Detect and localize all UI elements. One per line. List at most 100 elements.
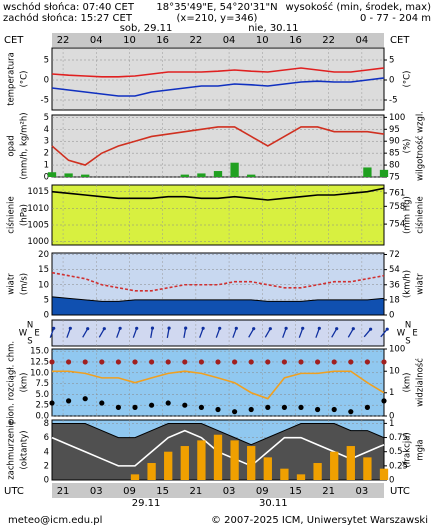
y-tick-label: 1005: [27, 221, 49, 231]
y-tick-label: 2: [44, 461, 49, 471]
wind-arrow: [49, 326, 56, 338]
utc-tick-label: 03: [355, 486, 368, 497]
sunset: zachód słońca: 15:27 CET: [3, 12, 133, 24]
bar: [130, 474, 140, 480]
arrow-head: [252, 327, 256, 331]
panel-background: [51, 184, 385, 246]
wind-arrow: [116, 326, 122, 338]
arrow-shaft: [183, 327, 187, 339]
cet-tick-label: 16: [289, 35, 302, 46]
dot: [215, 359, 221, 365]
y-tick-label: 7.5: [35, 379, 49, 389]
y2-tick-label: 0: [389, 76, 394, 86]
y-tick-label: 8: [44, 419, 49, 429]
dot: [281, 359, 287, 365]
y2-axis-label: (frakcja): [403, 432, 413, 468]
compass-letter: N: [27, 321, 33, 331]
utc-tick-label: 21: [189, 486, 202, 497]
y-tick-label: 10: [38, 280, 49, 290]
y-tick-label: 20: [38, 250, 49, 260]
cet-tick-label: 10: [123, 35, 136, 46]
y2-tick-label: 100: [389, 113, 405, 123]
wind-arrow: [82, 327, 90, 338]
utc-tick-label: 03: [223, 486, 236, 497]
dot: [149, 402, 155, 408]
y-tick-label: 3: [44, 137, 49, 147]
y2-tick-label: 1: [389, 388, 394, 398]
y2-tick-label: 5: [389, 56, 394, 66]
arrow-shaft: [150, 327, 154, 339]
coords: 18°35'49"E, 54°20'31"N: [156, 2, 277, 13]
dot: [132, 404, 138, 410]
arrow-head: [118, 326, 122, 330]
series-area: [51, 296, 385, 316]
bar: [147, 463, 156, 480]
wind-arrow: [166, 326, 171, 339]
series-line: [51, 126, 385, 166]
arrow-shaft: [264, 328, 271, 338]
y2-tick-label: 0.25: [389, 461, 408, 471]
dot: [364, 404, 370, 410]
copyright: © 2007-2025 ICM, Uniwersytet Warszawski: [211, 515, 428, 526]
panel-background: [51, 47, 385, 111]
y2-axis-label: (%): [403, 139, 413, 154]
y-tick-label: 2.5: [35, 401, 49, 411]
height: 0 - 77 - 204 m: [360, 13, 431, 24]
arrow-head: [317, 326, 321, 330]
y-axis-label: wiatr: [7, 273, 17, 295]
wind-arrow: [298, 326, 305, 338]
arrow-shaft: [66, 328, 71, 338]
arrow-head: [167, 326, 171, 330]
bar: [180, 174, 189, 177]
wind-arrow: [66, 326, 72, 338]
y-axis-label: ciśnienie: [6, 196, 17, 233]
compass-letter: N: [405, 321, 411, 331]
y-axis-label: (m/s): [20, 273, 30, 295]
y2-tick-label: 0: [389, 476, 394, 486]
y2-tick-label: 95: [389, 125, 400, 135]
y2-tick-label: 90: [389, 137, 400, 147]
arrow-shaft: [363, 328, 372, 338]
y2-tick-label: 0: [389, 412, 394, 422]
wind-arrow: [132, 326, 139, 338]
dot: [182, 402, 188, 408]
series-line: [51, 67, 385, 78]
cet-tick-label: 04: [90, 35, 103, 46]
date-label: 29.11: [132, 498, 161, 509]
y2-axis-label: (°C): [403, 71, 413, 88]
date-label: sob, 29.11: [120, 23, 173, 34]
height-title: wysokość (min, środek, max): [285, 1, 431, 13]
arrow-shaft: [116, 328, 121, 338]
cet-label-left: CET: [4, 35, 24, 46]
dot: [232, 409, 238, 415]
dot: [381, 359, 387, 365]
arrow-head: [218, 326, 222, 330]
y2-tick-label: 0.5: [389, 447, 403, 457]
bar: [197, 173, 206, 177]
bar: [247, 446, 256, 480]
y-axis-label: temperatura: [7, 52, 17, 106]
y-tick-label: 1: [44, 161, 49, 171]
compass-letter: S: [27, 337, 32, 347]
arrow-shaft: [347, 328, 354, 338]
dot: [66, 359, 72, 365]
y-tick-label: 1000: [27, 237, 49, 247]
arrow-head: [369, 327, 373, 331]
utc-tick-label: 15: [289, 486, 302, 497]
series-line: [52, 370, 385, 400]
bar: [230, 162, 239, 177]
bar: [197, 440, 206, 480]
dot: [265, 404, 271, 410]
dot: [364, 359, 370, 365]
y2-axis-label: mgła: [416, 439, 426, 460]
y2-tick-label: 0.75: [389, 433, 408, 443]
wind-arrow: [98, 327, 106, 338]
wind-arrow: [232, 326, 238, 338]
y-tick-label: 1015: [27, 187, 49, 197]
arrow-head: [102, 327, 106, 331]
compass-letter: S: [405, 337, 410, 347]
y-axis-label: opad: [7, 135, 17, 156]
wind-arrow: [380, 327, 389, 338]
arrow-head: [284, 326, 288, 330]
y-axis-label: pion. rozciągł. chm.: [7, 341, 17, 424]
